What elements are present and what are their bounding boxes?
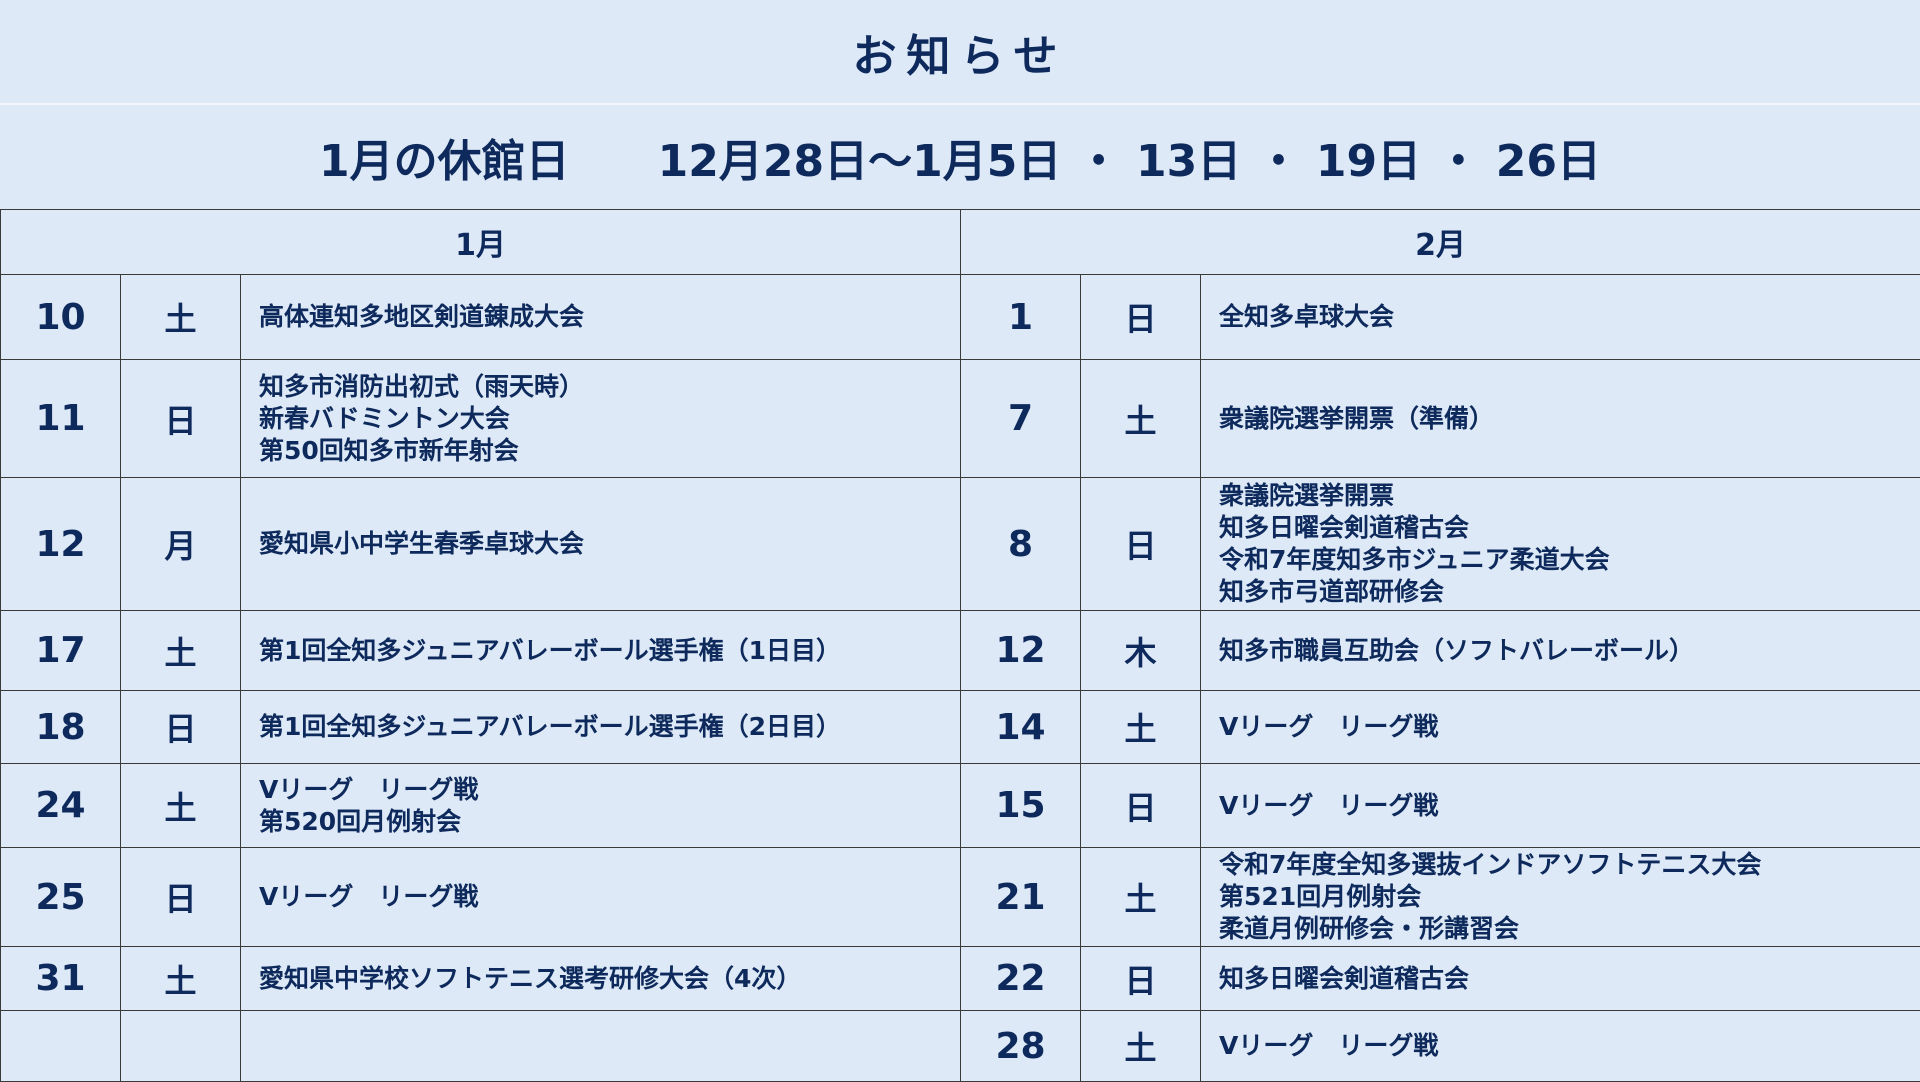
event-item: 令和7年度知多市ジュニア柔道大会 bbox=[1219, 544, 1920, 576]
january-weekday-cell: 月 bbox=[121, 478, 241, 611]
month-header-row: 1月 2月 bbox=[1, 210, 1920, 275]
february-date-cell: 21 bbox=[961, 848, 1081, 947]
event-item: 新春バドミントン大会 bbox=[259, 403, 960, 435]
january-events-cell bbox=[241, 1011, 961, 1082]
event-item: 第520回月例射会 bbox=[259, 806, 960, 838]
january-weekday-cell bbox=[121, 1011, 241, 1082]
event-item: Vリーグ リーグ戦 bbox=[1219, 790, 1920, 822]
event-item: 知多市弓道部研修会 bbox=[1219, 576, 1920, 608]
event-item: 衆議院選挙開票 bbox=[1219, 480, 1920, 512]
event-item: 衆議院選挙開票（準備） bbox=[1219, 403, 1920, 435]
event-item: Vリーグ リーグ戦 bbox=[259, 774, 960, 806]
january-date-cell: 12 bbox=[1, 478, 121, 611]
january-date-cell: 24 bbox=[1, 764, 121, 848]
february-events-cell: 知多市職員互助会（ソフトバレーボール） bbox=[1201, 611, 1920, 691]
event-item: 知多日曜会剣道稽古会 bbox=[1219, 512, 1920, 544]
january-date-cell: 17 bbox=[1, 611, 121, 691]
february-date-cell: 15 bbox=[961, 764, 1081, 848]
january-weekday-cell: 日 bbox=[121, 848, 241, 947]
february-events-cell: 知多日曜会剣道稽古会 bbox=[1201, 947, 1920, 1011]
february-weekday-cell: 日 bbox=[1081, 275, 1201, 360]
month-header-january: 1月 bbox=[1, 210, 961, 275]
february-weekday-cell: 土 bbox=[1081, 1011, 1201, 1082]
january-weekday-cell: 日 bbox=[121, 691, 241, 764]
event-item: Vリーグ リーグ戦 bbox=[259, 881, 960, 913]
february-weekday-cell: 土 bbox=[1081, 848, 1201, 947]
february-weekday-cell: 土 bbox=[1081, 360, 1201, 478]
february-weekday-cell: 日 bbox=[1081, 478, 1201, 611]
event-item: 愛知県中学校ソフトテニス選考研修大会（4次） bbox=[259, 963, 960, 995]
january-events-cell: 第1回全知多ジュニアバレーボール選手権（2日目） bbox=[241, 691, 961, 764]
january-weekday-cell: 土 bbox=[121, 764, 241, 848]
event-item: 第1回全知多ジュニアバレーボール選手権（2日目） bbox=[259, 711, 960, 743]
january-events-cell: 高体連知多地区剣道錬成大会 bbox=[241, 275, 961, 360]
january-date-cell: 31 bbox=[1, 947, 121, 1011]
event-item: 第1回全知多ジュニアバレーボール選手権（1日目） bbox=[259, 635, 960, 667]
event-item: Vリーグ リーグ戦 bbox=[1219, 711, 1920, 743]
event-item: 愛知県小中学生春季卓球大会 bbox=[259, 528, 960, 560]
january-events-cell: 第1回全知多ジュニアバレーボール選手権（1日目） bbox=[241, 611, 961, 691]
january-events-cell: Vリーグ リーグ戦第520回月例射会 bbox=[241, 764, 961, 848]
january-events-cell: 知多市消防出初式（雨天時）新春バドミントン大会第50回知多市新年射会 bbox=[241, 360, 961, 478]
closed-days-notice: 1月の休館日 12月28日～1月5日 ・ 13日 ・ 19日 ・ 26日 bbox=[0, 105, 1920, 209]
event-item: 第521回月例射会 bbox=[1219, 881, 1920, 913]
event-item: 知多市消防出初式（雨天時） bbox=[259, 371, 960, 403]
january-events-cell: 愛知県小中学生春季卓球大会 bbox=[241, 478, 961, 611]
event-item: 知多日曜会剣道稽古会 bbox=[1219, 963, 1920, 995]
february-events-cell: Vリーグ リーグ戦 bbox=[1201, 691, 1920, 764]
february-events-cell: 衆議院選挙開票知多日曜会剣道稽古会令和7年度知多市ジュニア柔道大会知多市弓道部研… bbox=[1201, 478, 1920, 611]
february-date-cell: 22 bbox=[961, 947, 1081, 1011]
february-events-cell: 衆議院選挙開票（準備） bbox=[1201, 360, 1920, 478]
february-date-cell: 1 bbox=[961, 275, 1081, 360]
january-weekday-cell: 土 bbox=[121, 947, 241, 1011]
february-date-cell: 28 bbox=[961, 1011, 1081, 1082]
february-date-cell: 8 bbox=[961, 478, 1081, 611]
february-date-cell: 7 bbox=[961, 360, 1081, 478]
event-item: 第50回知多市新年射会 bbox=[259, 435, 960, 467]
january-weekday-cell: 日 bbox=[121, 360, 241, 478]
january-events-cell: 愛知県中学校ソフトテニス選考研修大会（4次） bbox=[241, 947, 961, 1011]
event-item: 知多市職員互助会（ソフトバレーボール） bbox=[1219, 635, 1920, 667]
event-item: 高体連知多地区剣道錬成大会 bbox=[259, 301, 960, 333]
january-date-cell: 10 bbox=[1, 275, 121, 360]
february-weekday-cell: 土 bbox=[1081, 691, 1201, 764]
january-date-cell: 25 bbox=[1, 848, 121, 947]
january-weekday-cell: 土 bbox=[121, 275, 241, 360]
february-weekday-cell: 日 bbox=[1081, 947, 1201, 1011]
february-weekday-cell: 木 bbox=[1081, 611, 1201, 691]
february-events-cell: Vリーグ リーグ戦 bbox=[1201, 1011, 1920, 1082]
february-weekday-cell: 日 bbox=[1081, 764, 1201, 848]
january-weekday-cell: 土 bbox=[121, 611, 241, 691]
february-events-cell: 令和7年度全知多選抜インドアソフトテニス大会第521回月例射会柔道月例研修会・形… bbox=[1201, 848, 1920, 947]
february-events-cell: 全知多卓球大会 bbox=[1201, 275, 1920, 360]
event-item: 令和7年度全知多選抜インドアソフトテニス大会 bbox=[1219, 849, 1920, 881]
event-item: Vリーグ リーグ戦 bbox=[1219, 1030, 1920, 1062]
february-events-cell: Vリーグ リーグ戦 bbox=[1201, 764, 1920, 848]
event-item: 柔道月例研修会・形講習会 bbox=[1219, 913, 1920, 945]
page-title: お知らせ bbox=[0, 0, 1920, 105]
january-events-cell: Vリーグ リーグ戦 bbox=[241, 848, 961, 947]
event-item: 全知多卓球大会 bbox=[1219, 301, 1920, 333]
january-date-cell: 18 bbox=[1, 691, 121, 764]
month-header-february: 2月 bbox=[961, 210, 1920, 275]
february-date-cell: 14 bbox=[961, 691, 1081, 764]
january-date-cell bbox=[1, 1011, 121, 1082]
january-date-cell: 11 bbox=[1, 360, 121, 478]
february-date-cell: 12 bbox=[961, 611, 1081, 691]
